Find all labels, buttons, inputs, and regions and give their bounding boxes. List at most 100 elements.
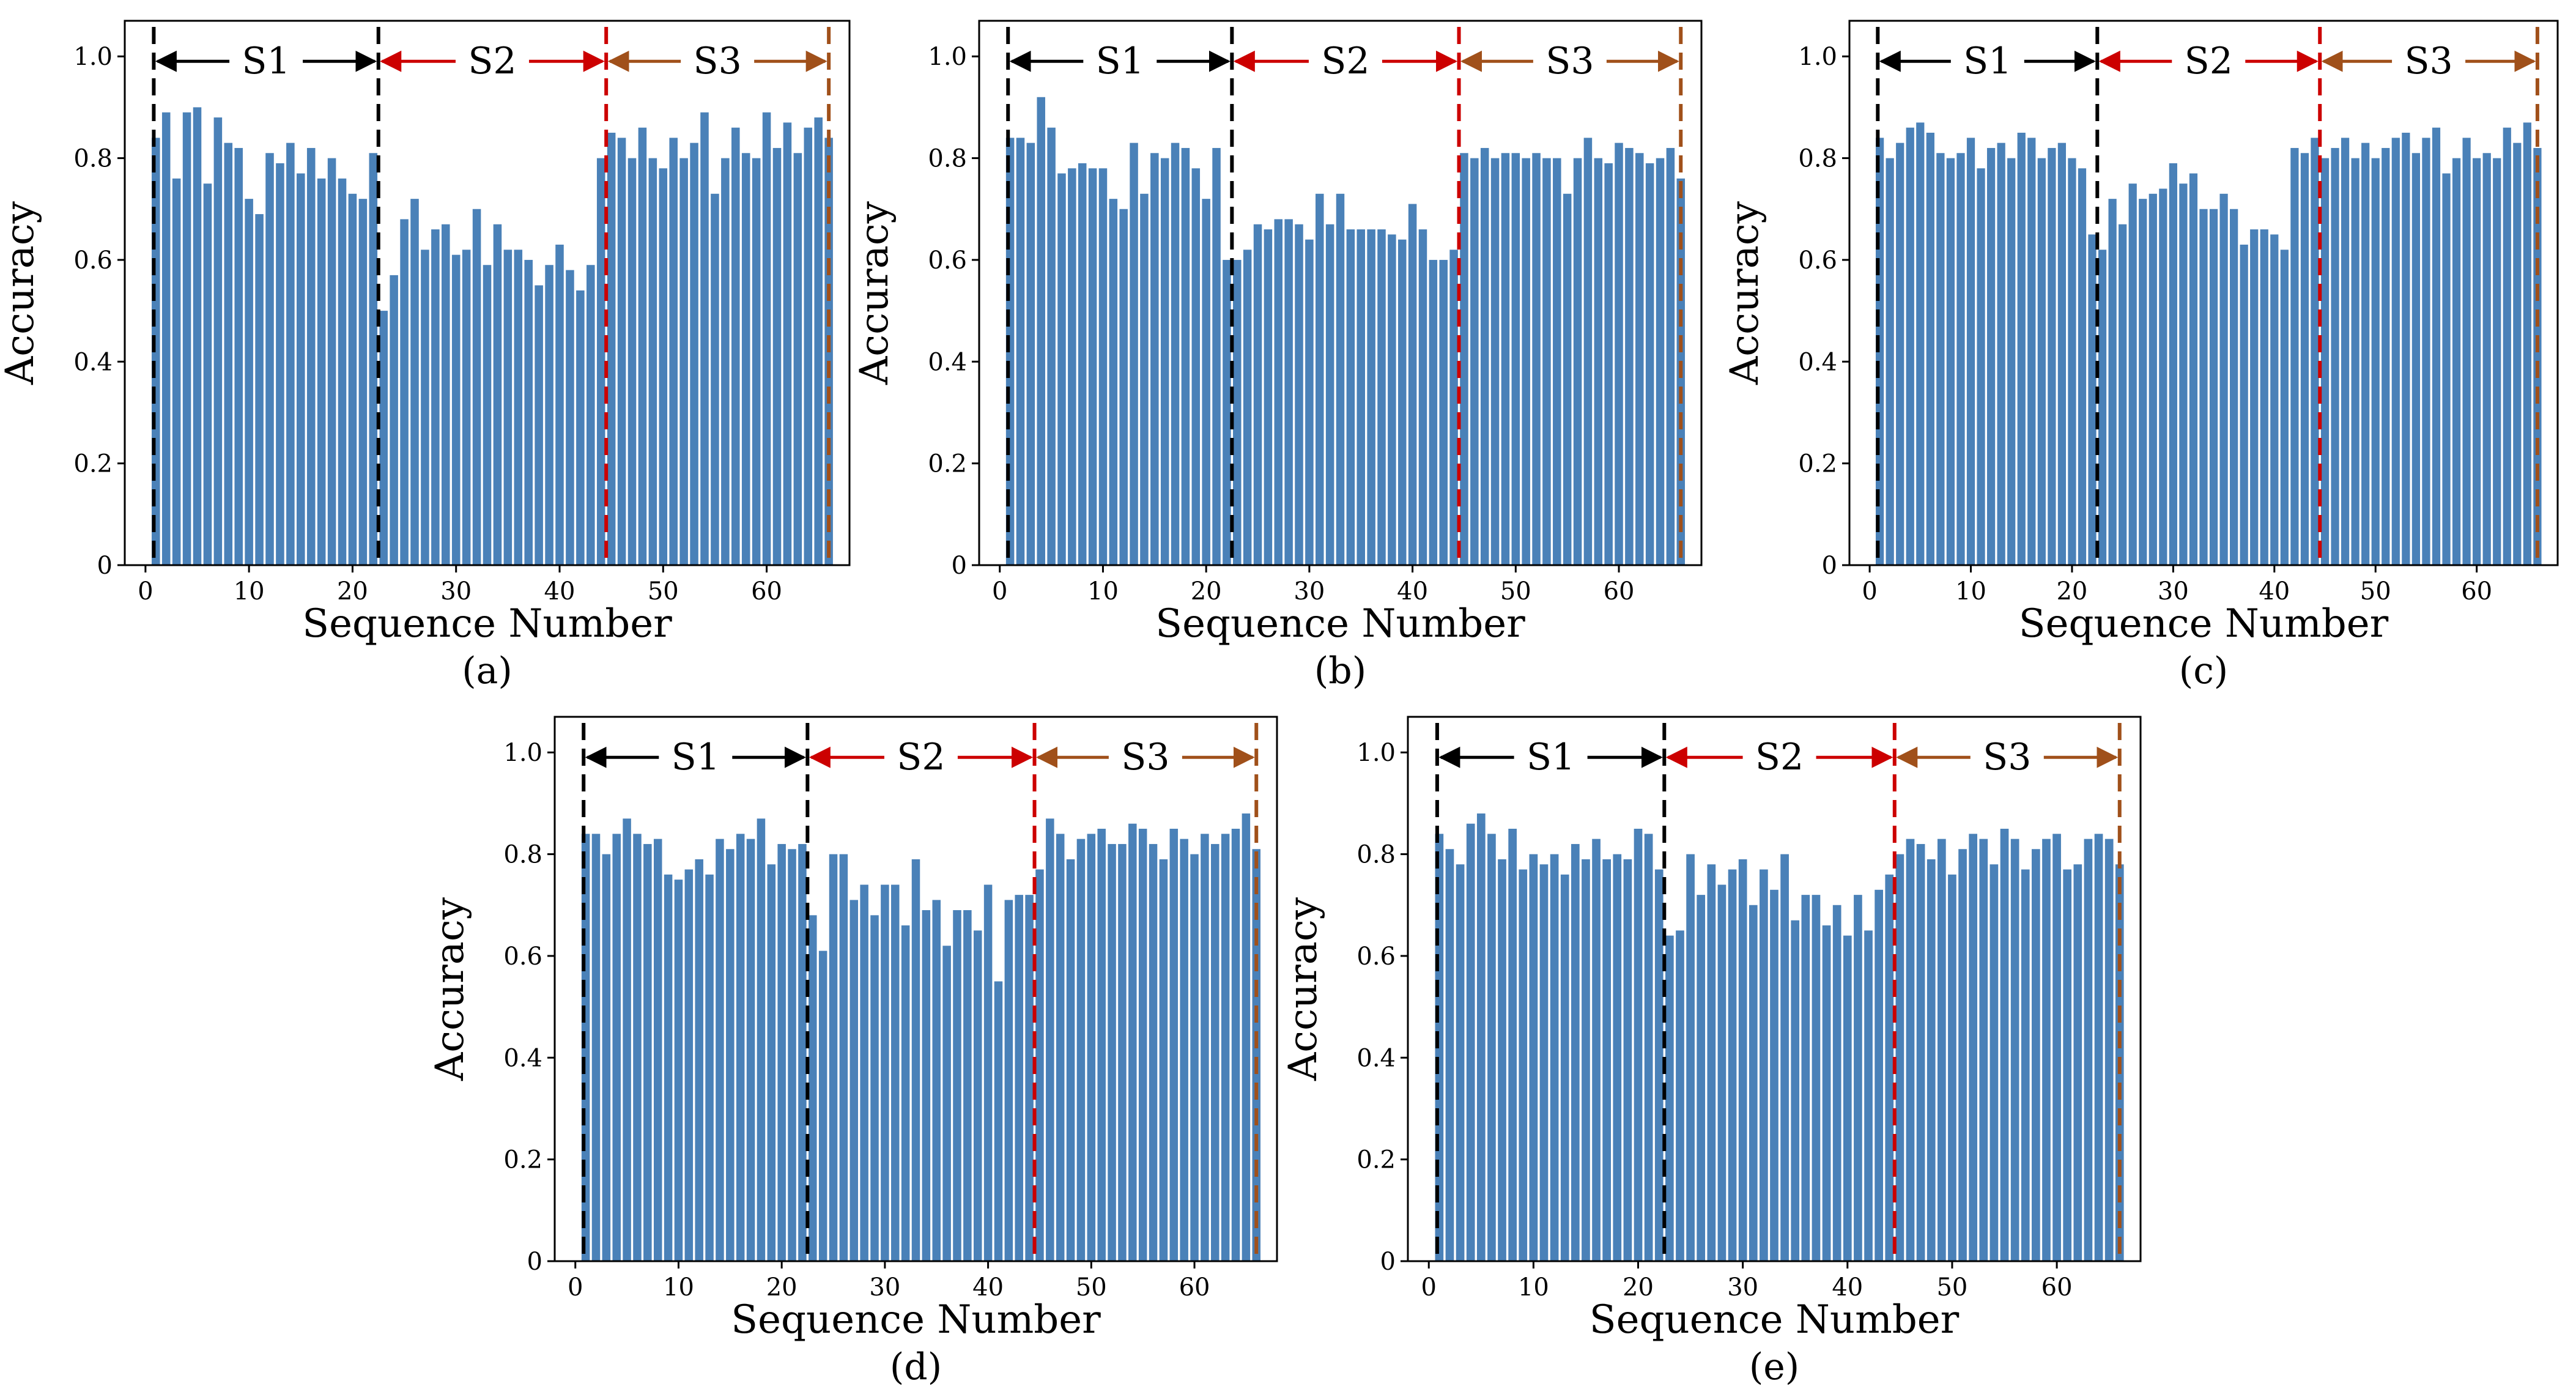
- bar: [2482, 153, 2491, 565]
- bar: [716, 839, 724, 1261]
- bar: [2032, 849, 2040, 1261]
- bar: [721, 158, 730, 566]
- bar: [2098, 250, 2107, 565]
- x-tick-label: 60: [1179, 1273, 1210, 1302]
- bar: [746, 839, 755, 1261]
- bar: [2351, 158, 2359, 566]
- y-tick-label: 0.2: [1798, 450, 1837, 478]
- bar: [317, 178, 326, 566]
- bar: [1936, 153, 1945, 565]
- y-tick-label: 0.8: [1356, 841, 1396, 869]
- bar: [545, 265, 553, 565]
- bar: [2027, 138, 2036, 565]
- y-tick-label: 0.6: [73, 246, 113, 275]
- bar: [442, 224, 450, 566]
- bar: [2021, 869, 2030, 1261]
- bar: [1466, 823, 1475, 1261]
- segment-label: S2: [468, 40, 516, 83]
- bar: [1212, 147, 1221, 565]
- x-axis-title: Sequence Number: [2019, 601, 2389, 646]
- bar: [973, 930, 982, 1261]
- bar: [1097, 828, 1106, 1261]
- panel-caption: (b): [1314, 650, 1366, 692]
- bar: [1635, 153, 1644, 565]
- x-tick-label: 0: [568, 1273, 583, 1302]
- bar: [1770, 889, 1778, 1261]
- bar: [2000, 828, 2009, 1261]
- bar: [2037, 158, 2046, 566]
- x-tick-label: 30: [440, 577, 472, 606]
- bar: [1004, 900, 1013, 1261]
- bar: [627, 158, 637, 566]
- bar: [1519, 869, 1528, 1261]
- panel-caption: (d): [890, 1346, 942, 1388]
- bar: [1511, 153, 1520, 565]
- y-tick-label: 0: [527, 1248, 542, 1276]
- bar: [2331, 147, 2339, 565]
- bar: [2209, 209, 2218, 565]
- bar: [2068, 158, 2076, 566]
- bar: [922, 910, 931, 1261]
- bar: [1128, 823, 1137, 1261]
- bar: [1550, 854, 1559, 1261]
- bar: [1201, 834, 1209, 1261]
- bar: [1305, 239, 1314, 565]
- bar: [2391, 138, 2400, 565]
- x-tick-label: 50: [648, 577, 679, 606]
- bar: [793, 153, 802, 565]
- bar: [700, 112, 709, 566]
- bar: [1316, 193, 1324, 565]
- bar: [1445, 849, 1454, 1261]
- bar: [493, 224, 502, 566]
- bar: [1181, 147, 1190, 565]
- bar: [451, 254, 461, 565]
- bar: [306, 147, 316, 565]
- bar: [1615, 143, 1623, 565]
- x-tick-label: 40: [2259, 577, 2290, 606]
- y-tick-label: 0.4: [73, 348, 113, 376]
- x-tick-label: 20: [766, 1273, 798, 1302]
- bar: [2007, 158, 2016, 566]
- bar: [1896, 143, 1904, 565]
- bar: [638, 127, 647, 566]
- bar: [2219, 193, 2228, 565]
- bar: [1937, 839, 1946, 1261]
- bar: [276, 163, 284, 565]
- x-tick-label: 0: [992, 577, 1007, 606]
- bar: [1088, 168, 1097, 566]
- bar: [695, 859, 703, 1261]
- bar: [1539, 864, 1549, 1261]
- bar: [839, 854, 848, 1261]
- bar: [1252, 849, 1261, 1261]
- bar: [1926, 132, 1934, 566]
- bar: [2270, 234, 2279, 566]
- bar: [2411, 153, 2421, 565]
- bar: [1749, 905, 1758, 1261]
- x-tick-label: 50: [1500, 577, 1531, 606]
- bar: [1211, 843, 1220, 1261]
- bar: [860, 884, 868, 1261]
- bar: [2250, 229, 2259, 565]
- bar: [1529, 854, 1538, 1261]
- bar: [772, 147, 782, 565]
- y-tick-label: 1.0: [73, 43, 113, 71]
- bar: [1986, 147, 1996, 565]
- bar: [1728, 869, 1737, 1261]
- bar: [2063, 869, 2072, 1261]
- y-axis-title: Accuracy: [427, 897, 473, 1081]
- bar: [2320, 158, 2330, 566]
- y-tick-label: 0.8: [503, 841, 542, 869]
- x-tick-label: 40: [544, 577, 576, 606]
- bar: [1832, 905, 1841, 1261]
- bar: [891, 884, 900, 1261]
- x-tick-label: 40: [1397, 577, 1428, 606]
- x-tick-label: 30: [2158, 577, 2189, 606]
- bar: [1613, 854, 1622, 1261]
- segment-label: S1: [1963, 40, 2012, 83]
- bar: [736, 834, 745, 1261]
- bar: [679, 158, 688, 566]
- bar: [1977, 168, 1985, 566]
- bar: [596, 158, 605, 566]
- bar: [783, 122, 792, 566]
